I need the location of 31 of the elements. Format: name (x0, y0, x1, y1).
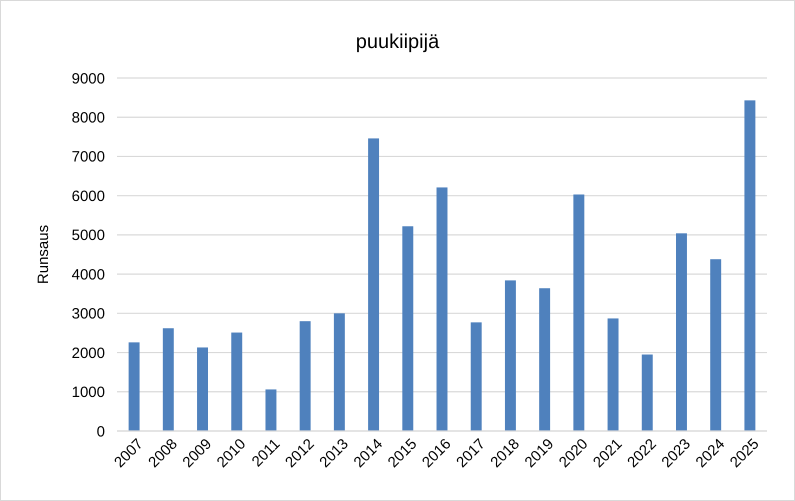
bar (197, 347, 208, 431)
bar (436, 187, 448, 431)
bar (402, 226, 414, 431)
y-tick-label: 5000 (72, 227, 105, 244)
y-tick-label: 7000 (72, 148, 105, 166)
bar (300, 321, 311, 431)
bar (642, 354, 653, 431)
y-tick-label: 1000 (72, 384, 105, 402)
bar (231, 332, 242, 431)
bar (676, 233, 687, 431)
y-tick-label: 2000 (72, 344, 105, 362)
bar (504, 280, 516, 431)
bar (368, 138, 380, 431)
bar (470, 322, 482, 431)
y-tick-label: 9000 (72, 70, 105, 88)
y-tick-label: 8000 (72, 109, 105, 126)
bar (710, 259, 722, 431)
bar (573, 194, 584, 431)
bar (162, 328, 174, 431)
y-axis-title: Runsaus (35, 224, 52, 284)
y-tick-label: 4000 (72, 266, 105, 284)
bar (539, 288, 550, 431)
bar (265, 389, 276, 431)
bar (334, 313, 345, 431)
bar (608, 318, 619, 431)
y-tick-label: 0 (96, 423, 105, 440)
y-tick-label: 6000 (72, 188, 105, 205)
bar (128, 342, 140, 431)
y-tick-label: 3000 (72, 306, 105, 323)
bar (744, 100, 756, 431)
chart-title: puukiipijä (356, 31, 440, 53)
